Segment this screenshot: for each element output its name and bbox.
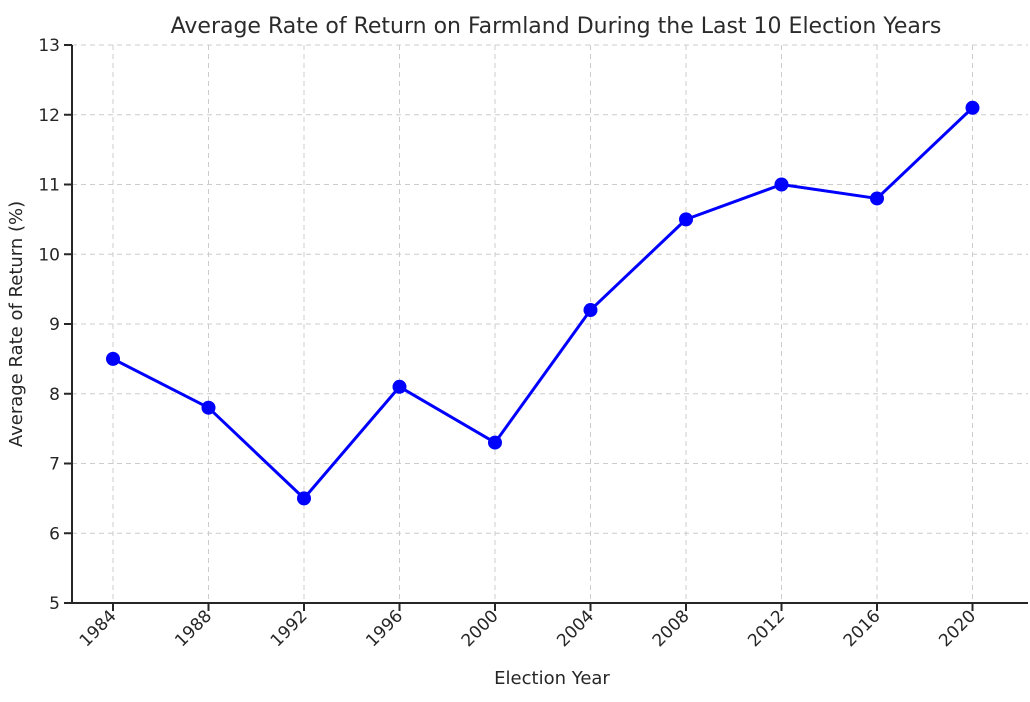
data-point: [965, 100, 980, 115]
y-tick-label: 10: [38, 245, 60, 265]
data-point: [774, 177, 789, 192]
x-tick-label: 1992: [267, 606, 312, 651]
data-point: [392, 379, 407, 394]
data-point: [297, 491, 311, 506]
y-tick-label: 9: [49, 315, 60, 335]
data-point: [488, 435, 502, 450]
x-tick-label: 1988: [171, 606, 216, 651]
x-tick-label: 2000: [458, 606, 503, 651]
data-point: [679, 212, 693, 227]
x-tick-label: 2020: [935, 606, 980, 651]
x-tick-label: 2008: [649, 606, 694, 651]
chart-title: Average Rate of Return on Farmland Durin…: [171, 14, 942, 39]
x-tick-labels: 1984 1988 1992 1996 2000 2004 2008 2012 2016 2020: [76, 606, 980, 651]
x-tick-label: 1984: [76, 606, 121, 651]
y-tick-label: 13: [38, 36, 60, 56]
y-tick-label: 6: [49, 524, 60, 544]
gridlines: [72, 44, 1028, 604]
tick-marks: [64, 44, 974, 611]
data-point: [201, 400, 216, 415]
y-axis-label: Average Rate of Return (%): [6, 201, 27, 447]
x-axis-label: Election Year: [494, 668, 610, 689]
y-tick-labels: 5 6 7 8 9 10 11 12 13: [38, 36, 60, 614]
y-tick-label: 7: [49, 455, 60, 475]
series-line: [111, 106, 974, 500]
data-point: [583, 303, 598, 318]
x-tick-label: 1996: [362, 606, 407, 651]
y-tick-label: 11: [38, 176, 60, 196]
x-tick-label: 2012: [744, 606, 789, 651]
data-point: [870, 191, 884, 206]
y-tick-label: 8: [49, 385, 60, 405]
y-tick-label: 5: [49, 594, 60, 614]
x-tick-label: 2004: [553, 606, 598, 651]
data-series: [106, 100, 980, 506]
y-tick-label: 12: [38, 106, 60, 126]
data-point: [106, 351, 120, 366]
x-tick-label: 2016: [840, 606, 885, 651]
